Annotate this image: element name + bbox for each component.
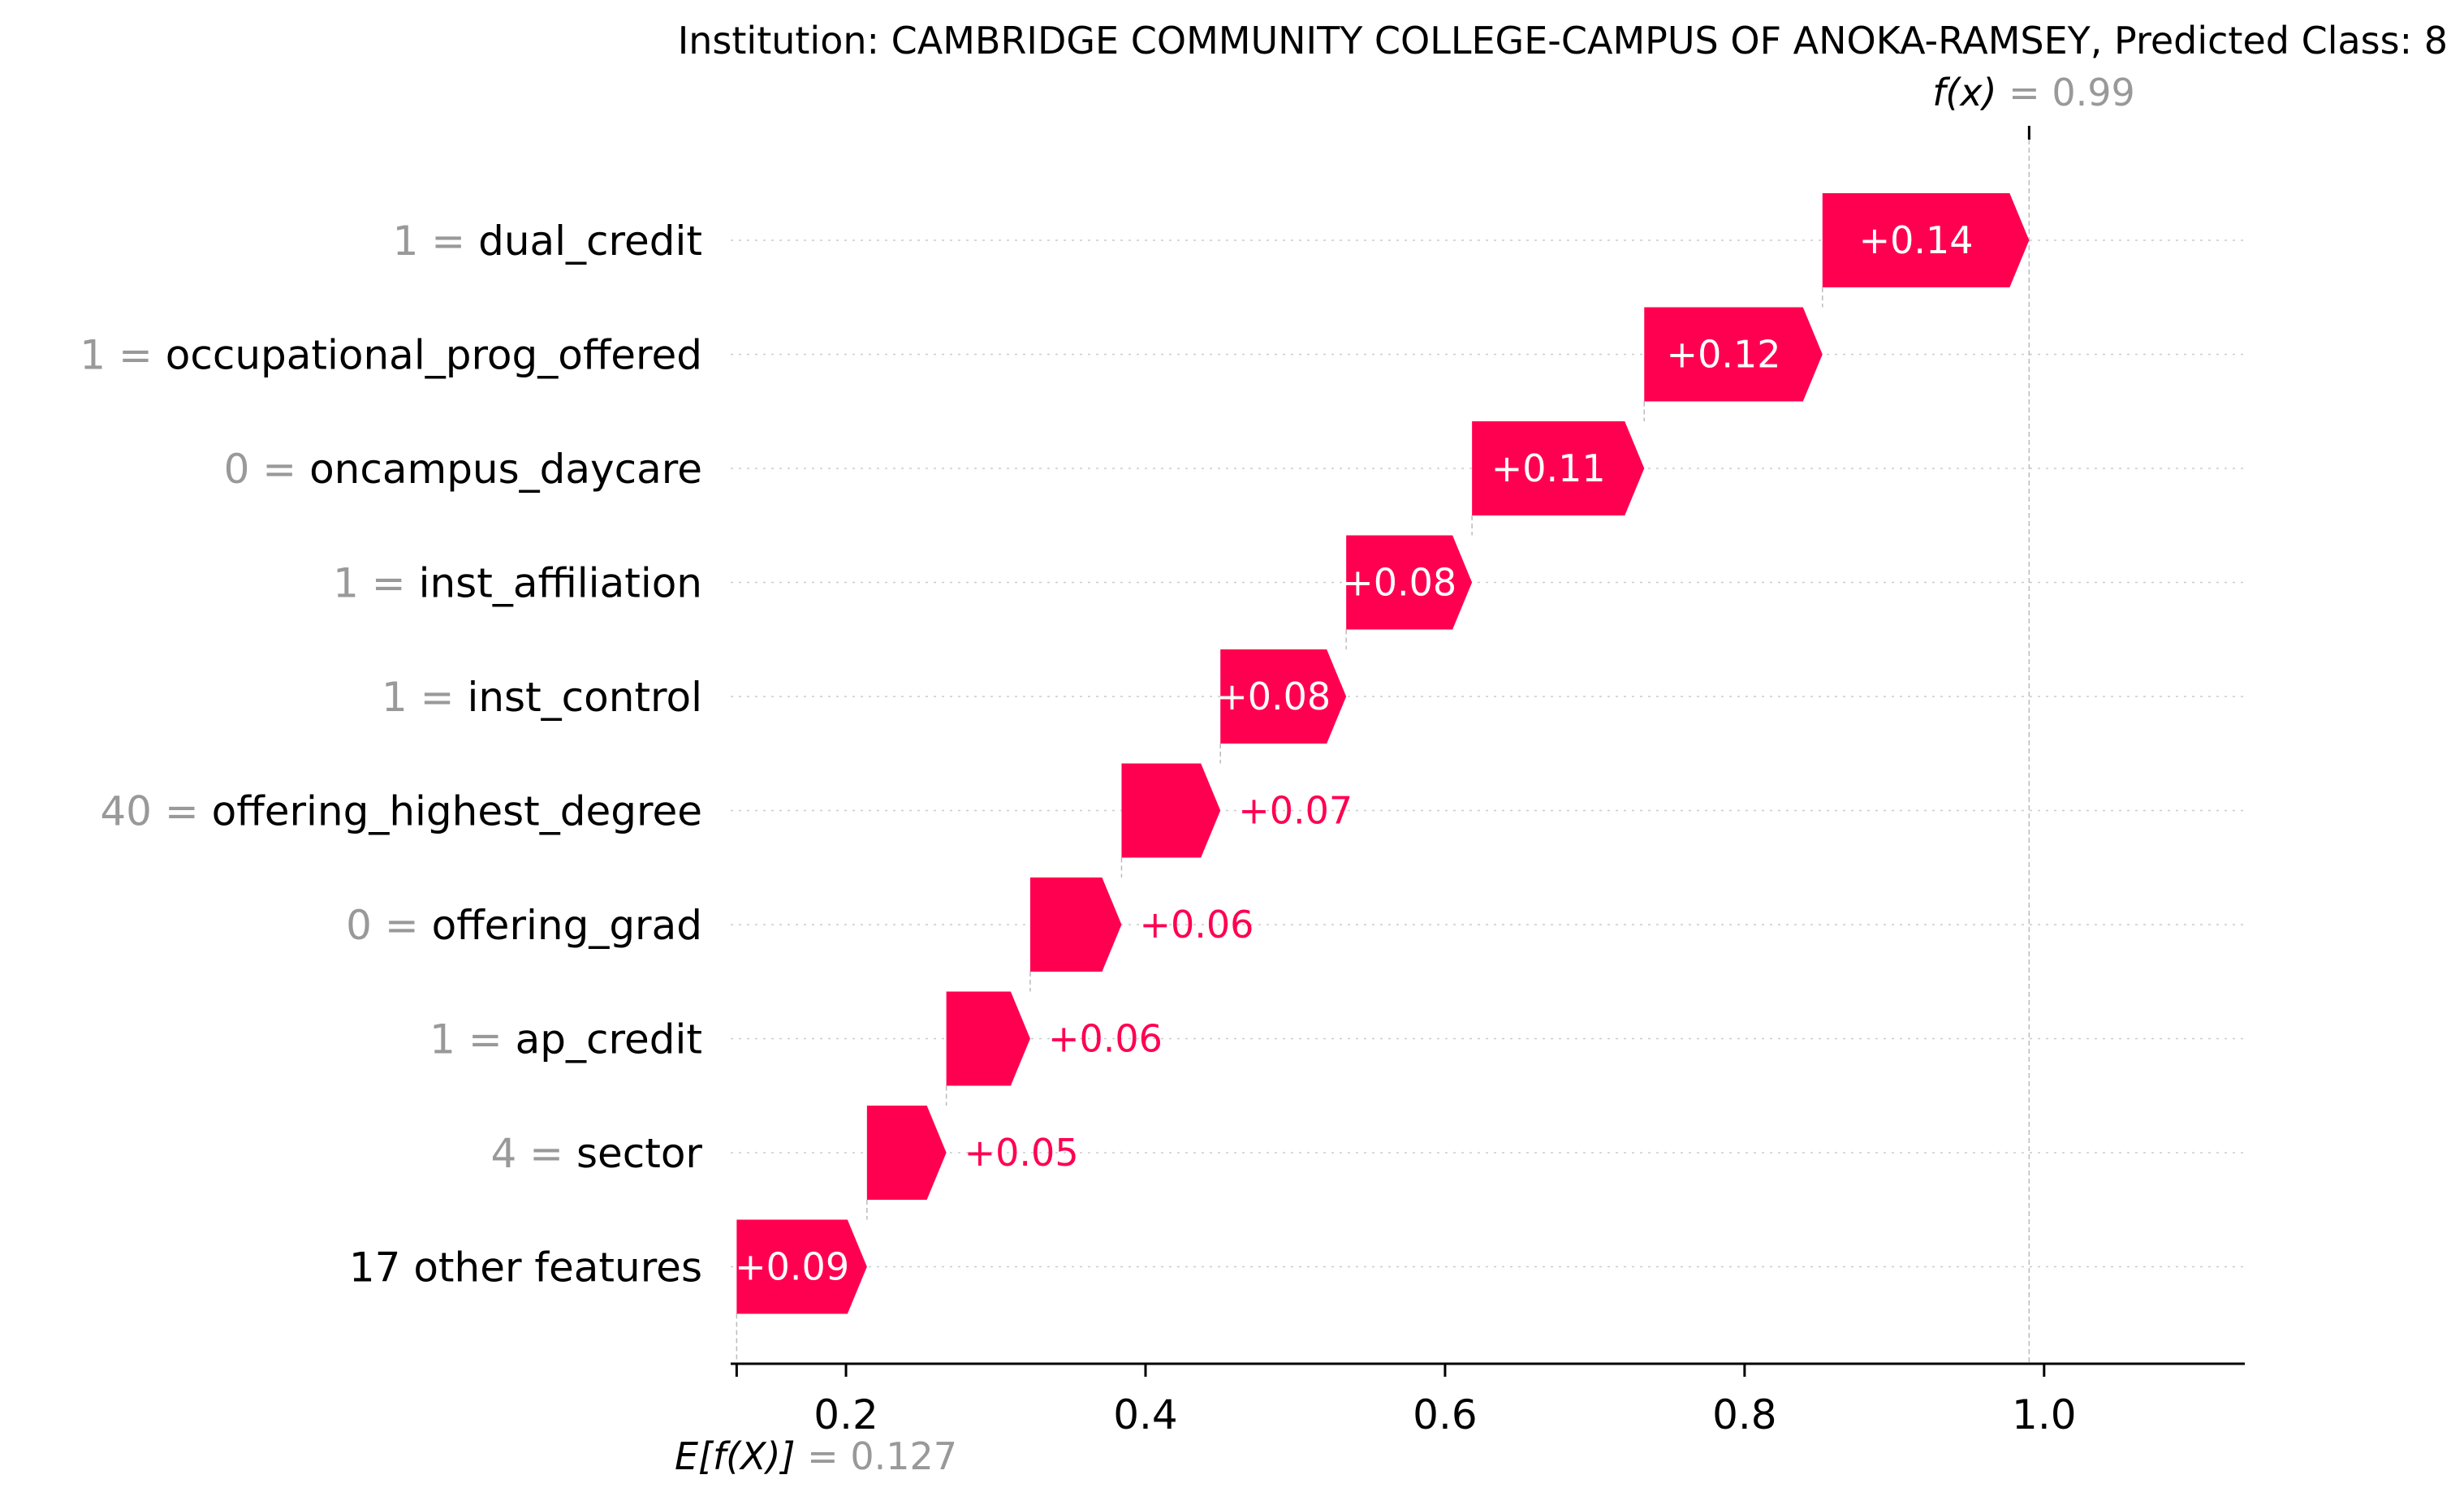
feature-name: offering_highest_degree: [212, 788, 702, 835]
x-tick-label: 0.8: [1712, 1391, 1777, 1438]
feature-value: 1 =: [382, 674, 468, 721]
x-tick-label: 1.0: [2012, 1391, 2077, 1438]
bar-dual-credit: [1822, 193, 2030, 287]
contribution-label: +0.12: [1667, 333, 1781, 377]
row-gridlines: [731, 239, 2245, 1268]
feature-name: sector: [576, 1130, 702, 1177]
feature-value: 1 =: [393, 218, 479, 265]
bar-sector: [866, 1106, 947, 1200]
feature-label: 40 = offering_highest_degree: [100, 788, 702, 835]
feature-label: 1 = inst_affiliation: [333, 560, 702, 607]
fx-name: f(x): [1932, 71, 1996, 114]
feature-value: 1 =: [429, 1016, 516, 1063]
feature-name: oncampus_daycare: [309, 446, 702, 493]
feature-value: 1 =: [80, 332, 166, 379]
feature-value: 40 =: [100, 788, 211, 835]
feature-value: 1 =: [333, 560, 419, 607]
feature-value: 4 =: [490, 1130, 576, 1177]
feature-name: inst_affiliation: [419, 560, 702, 607]
bar-inst-affiliation: [1346, 535, 1473, 630]
feature-label: 0 = offering_grad: [346, 902, 702, 949]
bar-oncampus-daycare: [1472, 421, 1645, 515]
contribution-label: +0.05: [964, 1131, 1079, 1175]
feature-value: 0 =: [346, 902, 432, 949]
svg-text:f(x) = 0.99: f(x) = 0.99: [1932, 71, 2135, 114]
feature-label: 0 = oncampus_daycare: [224, 446, 702, 493]
feature-label: 4 = sector: [490, 1130, 702, 1177]
bar-ap-credit: [946, 991, 1030, 1086]
feature-label: 1 = inst_control: [382, 674, 702, 721]
feature-name: dual_credit: [478, 218, 702, 265]
bar-occupational-prog-offered: [1644, 307, 1823, 402]
bar-offering-highest-degree: [1121, 763, 1221, 858]
feature-label: 1 = ap_credit: [429, 1016, 702, 1063]
contribution-label: +0.14: [1859, 218, 1974, 262]
feature-name: ap_credit: [516, 1016, 702, 1063]
fx-equals-value: = 0.99: [1997, 71, 2135, 114]
feature-name: 17 other features: [349, 1244, 702, 1291]
contribution-label: +0.11: [1491, 446, 1606, 490]
x-axis: 0.2 0.4 0.6 0.8 1.0: [731, 1362, 2245, 1438]
contribution-label: +0.06: [1139, 903, 1254, 947]
feature-name: offering_grad: [432, 902, 702, 949]
base-value-label: E[f(X)] = 0.127: [675, 1434, 957, 1478]
bar-inst-control: [1220, 649, 1347, 744]
x-tick-label: 0.4: [1113, 1391, 1178, 1438]
fx-label: f(x) = 0.99: [1932, 71, 2135, 114]
contribution-label: +0.09: [735, 1245, 849, 1289]
contribution-label: +0.06: [1048, 1017, 1163, 1061]
feature-label: 1 = occupational_prog_offered: [80, 332, 702, 379]
svg-text:E[f(X)] = 0.127: E[f(X)] = 0.127: [675, 1434, 957, 1478]
base-equals-value: = 0.127: [796, 1434, 957, 1478]
bar-offering-grad: [1029, 878, 1122, 972]
contribution-label: +0.07: [1238, 789, 1353, 833]
feature-name: occupational_prog_offered: [166, 332, 702, 379]
base-name: E[f(X)]: [675, 1434, 796, 1478]
chart-title: Institution: CAMBRIDGE COMMUNITY COLLEGE…: [678, 19, 2448, 63]
x-tick-label: 0.6: [1413, 1391, 1478, 1438]
feature-name: inst_control: [467, 674, 702, 721]
contribution-label: +0.08: [1342, 561, 1456, 605]
contribution-label: +0.08: [1216, 675, 1331, 718]
connector-lines: [736, 126, 2030, 1364]
x-tick-label: 0.2: [813, 1391, 878, 1438]
bar-17-other-features: [736, 1219, 867, 1314]
feature-label: 17 other features: [349, 1244, 702, 1291]
feature-value: 0 =: [224, 446, 310, 493]
feature-label: 1 = dual_credit: [393, 218, 702, 265]
bars: +0.14 +0.12 +0.11 +0.08 +0.08 +0.07 +0.06 +0.06…: [735, 193, 2030, 1314]
